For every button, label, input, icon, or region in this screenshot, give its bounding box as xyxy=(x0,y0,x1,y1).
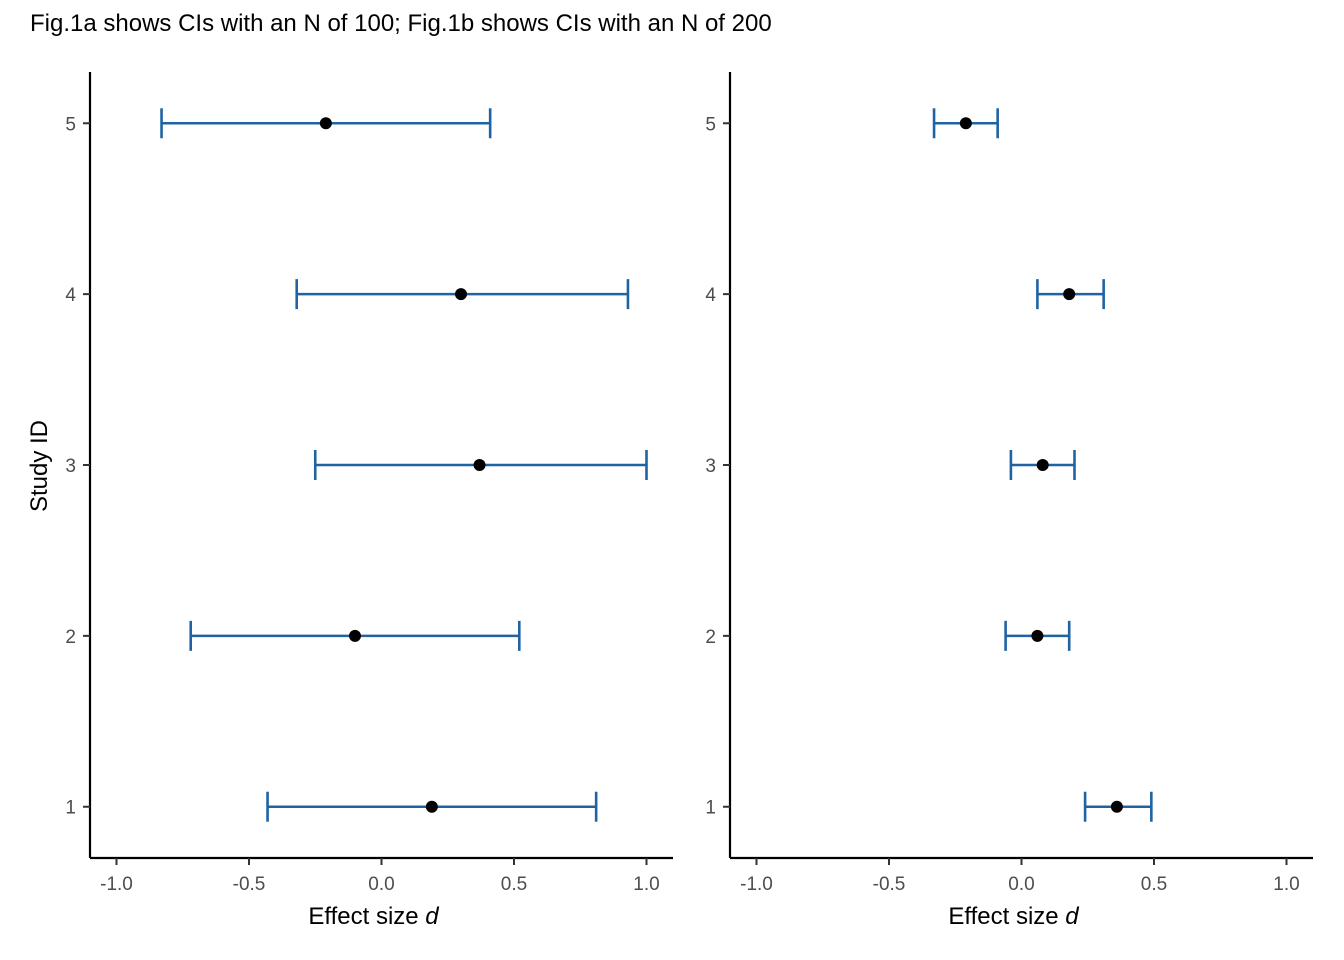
estimate-point xyxy=(1031,629,1044,642)
x-tick-label: 0.5 xyxy=(501,874,527,895)
panel-fig1a: -1.0 -0.5 0.0 0.5 1.0 1 2 3 4 5 Effect size d xyxy=(65,72,673,930)
x-axis-title: Effect size d xyxy=(308,903,439,930)
errorbar-study-3 xyxy=(1009,450,1076,480)
y-tick-label: 1 xyxy=(65,798,76,819)
errorbar-study-1 xyxy=(266,791,598,822)
estimate-point xyxy=(1036,459,1049,471)
x-tick-label: 0.5 xyxy=(1141,874,1167,895)
x-tick-label: -1.0 xyxy=(740,874,773,895)
estimate-point xyxy=(959,117,972,130)
figure-title: Fig.1a shows CIs with an N of 100; Fig.1… xyxy=(30,10,772,37)
x-axis-title-main: Effect size xyxy=(948,903,1065,930)
x-tick-label: -1.0 xyxy=(100,874,133,895)
x-axis-title-main: Effect size xyxy=(308,903,425,930)
errorbar-study-1 xyxy=(1083,791,1153,822)
errorbar-study-4 xyxy=(295,279,630,310)
errorbar-study-4 xyxy=(1036,279,1105,310)
x-tick-label: 0.0 xyxy=(1008,874,1034,895)
estimate-point xyxy=(1110,800,1123,813)
errorbar-study-2 xyxy=(189,620,521,651)
estimate-point xyxy=(319,117,332,130)
estimate-point xyxy=(473,459,486,471)
x-tick-label: 0.0 xyxy=(368,874,394,895)
errorbar-study-5 xyxy=(160,108,492,139)
y-tick-label: 4 xyxy=(65,285,76,306)
y-tick-label: 1 xyxy=(705,798,716,819)
x-axis-title: Effect size d xyxy=(948,903,1079,930)
estimate-point xyxy=(455,288,467,301)
y-tick-label: 3 xyxy=(65,456,76,477)
errorbar-study-5 xyxy=(932,108,999,139)
y-tick-label: 2 xyxy=(705,627,716,648)
errorbar-study-2 xyxy=(1004,620,1071,651)
x-tick-label: 1.0 xyxy=(633,874,659,895)
x-axis-title-italic: d xyxy=(1065,903,1079,930)
x-tick-label: 1.0 xyxy=(1273,874,1299,895)
estimate-point xyxy=(349,629,361,642)
y-tick-label: 2 xyxy=(65,627,76,648)
panel-fig1b: -1.0 -0.5 0.0 0.5 1.0 1 2 3 4 5 Effect size d xyxy=(705,72,1313,930)
y-tick-label: 5 xyxy=(65,114,76,135)
errorbar-study-3 xyxy=(313,450,648,480)
y-tick-label: 3 xyxy=(705,456,716,477)
estimate-point xyxy=(425,800,438,813)
x-tick-label: -0.5 xyxy=(233,874,266,895)
x-tick-label: -0.5 xyxy=(873,874,906,895)
y-tick-label: 4 xyxy=(705,285,716,306)
estimate-point xyxy=(1063,288,1076,301)
y-tick-label: 5 xyxy=(705,114,716,135)
x-axis-title-italic: d xyxy=(425,903,439,930)
